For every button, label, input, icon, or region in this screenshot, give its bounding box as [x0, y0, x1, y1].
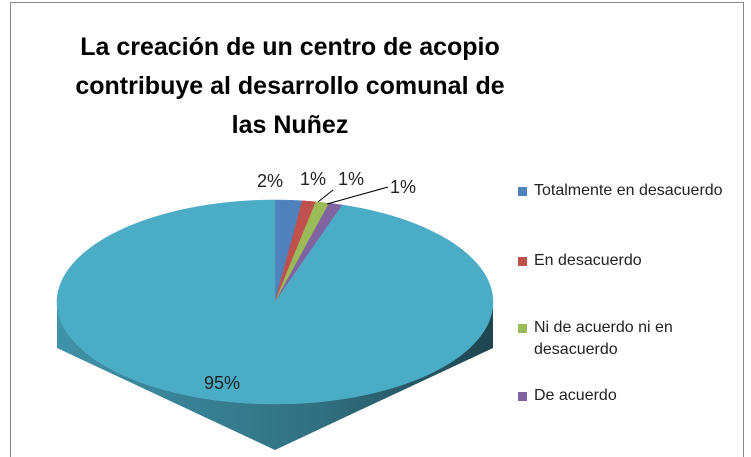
legend-swatch: [518, 187, 527, 196]
legend-label: En desacuerdo: [534, 252, 642, 269]
legend-entry: Totalmente en desacuerdo: [518, 180, 724, 202]
legend-entry: De acuerdo: [518, 385, 724, 407]
chart-title: La creación de un centro de acopio contr…: [75, 33, 505, 139]
data-label: 1%: [338, 169, 364, 189]
legend-swatch: [518, 257, 527, 266]
legend-swatch: [518, 392, 527, 401]
data-label: 1%: [300, 169, 326, 189]
data-label: 2%: [257, 171, 283, 191]
pie-side-shade: [57, 302, 493, 450]
pie-slice: [56, 199, 494, 405]
legend-swatch: [518, 324, 527, 333]
legend-label: De acuerdo: [534, 387, 617, 404]
leader-line: [317, 189, 334, 203]
legend-entry: Ni de acuerdo ni en desacuerdo: [518, 317, 724, 361]
leader-line: [326, 186, 389, 205]
legend-entry: En desacuerdo: [518, 250, 724, 272]
chart-frame: [10, 2, 744, 457]
legend-label: Totalmente en desacuerdo: [534, 182, 723, 199]
legend-label: Ni de acuerdo ni en desacuerdo: [534, 319, 673, 358]
data-label: 95%: [204, 373, 240, 393]
data-label: 1%: [390, 177, 416, 197]
